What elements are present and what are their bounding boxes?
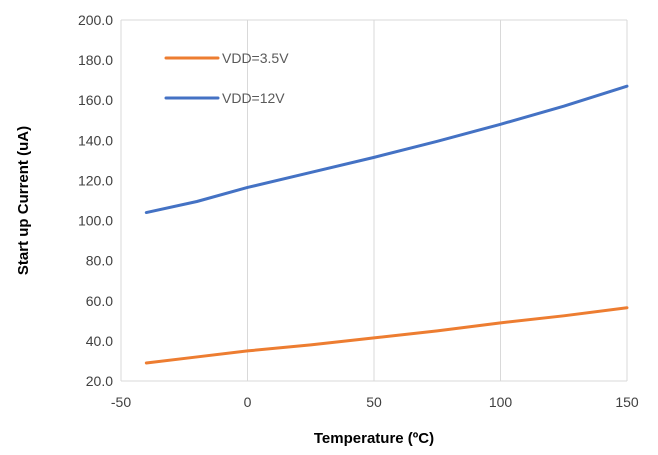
y-tick-label: 180.0 — [78, 52, 113, 68]
y-axis-title: Start up Current (uA) — [15, 126, 32, 275]
x-tick-label: 50 — [366, 394, 382, 410]
y-tick-label: 140.0 — [78, 132, 113, 148]
grid-layer — [120, 19, 628, 381]
y-tick-label: 60.0 — [86, 293, 113, 309]
axis-layer: 20.0 40.0 60.0 80.0 100.0 120.0 140.0 160.0 180.… — [78, 12, 639, 410]
legend-label-1: VDD=3.5V — [222, 50, 289, 66]
x-tick-label: 100 — [489, 394, 513, 410]
x-tick-label: 0 — [244, 394, 252, 410]
series-line-2 — [144, 84, 629, 215]
y-tick-label: 120.0 — [78, 172, 113, 188]
y-tick-label: 40.0 — [86, 333, 113, 349]
y-tick-label: 20.0 — [86, 373, 113, 389]
series-layer — [144, 84, 629, 365]
y-tick-label: 80.0 — [86, 253, 113, 269]
legend: VDD=3.5V VDD=12V — [164, 50, 289, 106]
y-tick-label: 100.0 — [78, 213, 113, 229]
y-tick-label: 160.0 — [78, 92, 113, 108]
x-axis-title: Temperature (ºC) — [314, 430, 434, 447]
y-tick-label: 200.0 — [78, 12, 113, 28]
series-line-1 — [144, 306, 629, 365]
legend-label-2: VDD=12V — [222, 90, 285, 106]
x-tick-label: -50 — [111, 394, 131, 410]
x-tick-label: 150 — [615, 394, 639, 410]
